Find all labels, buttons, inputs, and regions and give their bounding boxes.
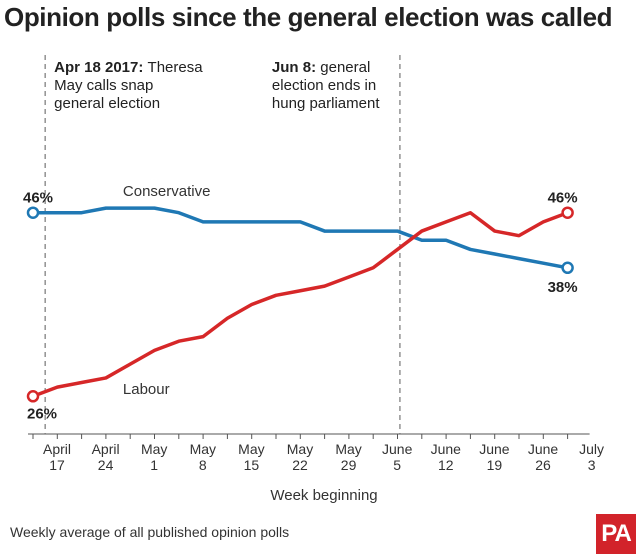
x-tick-label: 17 <box>49 457 65 473</box>
x-tick-label: April <box>92 441 120 457</box>
data-point <box>561 261 574 275</box>
x-tick-label: 24 <box>98 457 114 473</box>
x-axis-title: Week beginning <box>270 487 377 504</box>
x-tick-label: April <box>43 441 71 457</box>
x-tick-label: 15 <box>244 457 260 473</box>
x-tick-label: 3 <box>588 457 596 473</box>
x-tick-label: 29 <box>341 457 357 473</box>
x-tick-label: May <box>287 441 313 457</box>
x-tick-label: July <box>579 441 604 457</box>
series-label-conservative: Conservative <box>123 183 211 200</box>
x-tick-label: May <box>190 441 216 457</box>
event-annotation: Apr 18 2017: Theresa May calls snap genera… <box>54 59 203 112</box>
x-tick-label: May <box>335 441 361 457</box>
x-tick-label: May <box>141 441 167 457</box>
labour-end-value: 46% <box>548 190 578 207</box>
x-tick-label: 22 <box>292 457 308 473</box>
x-tick-label: 12 <box>438 457 454 473</box>
footnote: Weekly average of all published opinion … <box>10 524 290 540</box>
series-line-conservative <box>31 206 570 270</box>
chart-title: Opinion polls since the general election… <box>4 2 613 32</box>
x-tick-label: June <box>382 441 413 457</box>
pa-logo: PA <box>596 514 636 554</box>
event-annotation: Jun 8: general election ends in hung parli… <box>272 59 380 112</box>
data-point <box>26 390 40 403</box>
line-chart: April17April24May1May8May15May22May29Jun… <box>23 55 604 504</box>
data-point <box>561 206 574 219</box>
x-tick-label: 19 <box>487 457 503 473</box>
x-tick-label: June <box>431 441 462 457</box>
conservative-end-value: 38% <box>548 279 578 296</box>
data-point <box>26 206 40 219</box>
x-tick-label: 5 <box>393 457 401 473</box>
series-line-labour <box>31 210 570 399</box>
x-tick-label: June <box>479 441 510 457</box>
x-tick-label: 1 <box>150 457 158 473</box>
x-tick-label: 26 <box>535 457 551 473</box>
x-tick-label: May <box>238 441 264 457</box>
x-tick-label: June <box>528 441 559 457</box>
x-tick-label: 8 <box>199 457 207 473</box>
conservative-start-value: 46% <box>23 190 53 207</box>
series-label-labour: Labour <box>123 381 170 398</box>
labour-start-value: 26% <box>27 405 57 422</box>
